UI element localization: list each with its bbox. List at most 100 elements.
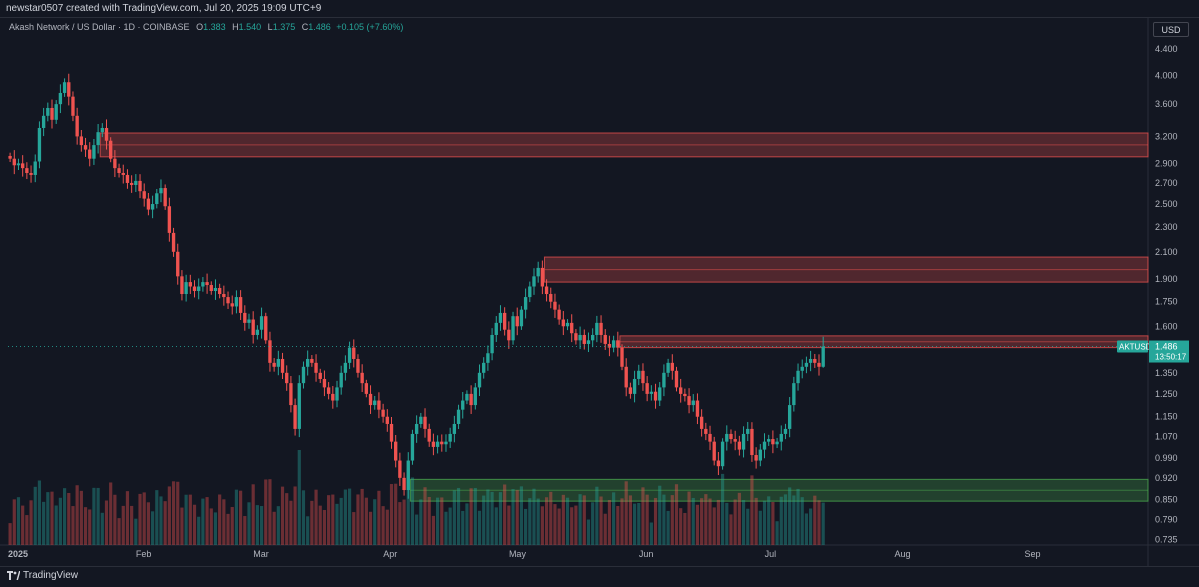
- candle-body[interactable]: [150, 204, 155, 210]
- candle-body[interactable]: [92, 145, 96, 159]
- candle-body[interactable]: [435, 441, 440, 447]
- candle-body[interactable]: [645, 383, 649, 394]
- candle-body[interactable]: [704, 428, 708, 434]
- candle-body[interactable]: [796, 370, 800, 384]
- candle-body[interactable]: [247, 319, 251, 323]
- candle-body[interactable]: [498, 312, 503, 323]
- candle-body[interactable]: [616, 340, 620, 348]
- candle-body[interactable]: [377, 400, 381, 410]
- candle-body[interactable]: [813, 358, 817, 363]
- candle-body[interactable]: [402, 477, 406, 491]
- candle-body[interactable]: [25, 168, 29, 173]
- candle-body[interactable]: [792, 383, 796, 406]
- candle-body[interactable]: [515, 316, 519, 327]
- candle-body[interactable]: [251, 319, 255, 335]
- candle-body[interactable]: [494, 322, 498, 335]
- candle-body[interactable]: [427, 428, 431, 442]
- candle-body[interactable]: [448, 433, 452, 442]
- candle-body[interactable]: [217, 287, 222, 295]
- candle-body[interactable]: [565, 322, 570, 327]
- candle-body[interactable]: [125, 174, 130, 183]
- candle-body[interactable]: [574, 333, 578, 341]
- candle-body[interactable]: [8, 155, 12, 159]
- candle-body[interactable]: [104, 127, 109, 141]
- candle-body[interactable]: [226, 297, 230, 304]
- candle-body[interactable]: [335, 387, 339, 401]
- candle-body[interactable]: [490, 334, 494, 354]
- candle-body[interactable]: [628, 387, 633, 394]
- candle-body[interactable]: [280, 358, 285, 373]
- candle-body[interactable]: [653, 391, 658, 401]
- candle-body[interactable]: [356, 358, 360, 373]
- candle-body[interactable]: [347, 347, 352, 363]
- candle-body[interactable]: [326, 387, 331, 394]
- candle-body[interactable]: [301, 366, 306, 384]
- candle-body[interactable]: [536, 267, 540, 277]
- candle-body[interactable]: [549, 294, 553, 302]
- candle-body[interactable]: [779, 433, 783, 442]
- candle-body[interactable]: [637, 370, 641, 379]
- candle-body[interactable]: [733, 439, 737, 442]
- candle-body[interactable]: [16, 163, 21, 166]
- candle-body[interactable]: [121, 172, 125, 175]
- candle-body[interactable]: [486, 353, 490, 363]
- candle-body[interactable]: [163, 188, 167, 207]
- candle-body[interactable]: [373, 400, 377, 406]
- candle-body[interactable]: [138, 180, 142, 192]
- candle-body[interactable]: [603, 334, 607, 344]
- candle-body[interactable]: [641, 370, 645, 384]
- candle-body[interactable]: [176, 251, 180, 277]
- candle-body[interactable]: [670, 362, 674, 371]
- candle-body[interactable]: [155, 193, 159, 205]
- candle-body[interactable]: [268, 340, 272, 363]
- candle-body[interactable]: [519, 309, 524, 327]
- candle-body[interactable]: [712, 441, 716, 461]
- candle-body[interactable]: [771, 439, 775, 445]
- candle-body[interactable]: [523, 297, 528, 310]
- candle-body[interactable]: [804, 362, 809, 367]
- candle-body[interactable]: [398, 460, 402, 478]
- candle-body[interactable]: [322, 378, 327, 388]
- candle-body[interactable]: [360, 372, 364, 384]
- candle-body[interactable]: [699, 416, 704, 429]
- candle-body[interactable]: [750, 428, 754, 456]
- candle-body[interactable]: [817, 362, 821, 367]
- candle-body[interactable]: [314, 362, 318, 373]
- candle-body[interactable]: [213, 287, 218, 291]
- candle-body[interactable]: [557, 309, 561, 320]
- candle-body[interactable]: [544, 286, 549, 295]
- candle-body[interactable]: [243, 312, 247, 323]
- candle-body[interactable]: [83, 145, 88, 150]
- candle-body[interactable]: [167, 206, 172, 233]
- candle-body[interactable]: [599, 322, 603, 335]
- candle-body[interactable]: [79, 136, 84, 146]
- candle-body[interactable]: [331, 393, 335, 401]
- candle-body[interactable]: [41, 115, 46, 128]
- candle-body[interactable]: [297, 383, 301, 429]
- candle-body[interactable]: [272, 362, 276, 367]
- candle-body[interactable]: [67, 82, 71, 97]
- candle-body[interactable]: [708, 433, 712, 442]
- candle-body[interactable]: [716, 460, 721, 467]
- candle-body[interactable]: [729, 433, 733, 440]
- candle-body[interactable]: [607, 343, 612, 348]
- candle-body[interactable]: [586, 340, 591, 344]
- candle-body[interactable]: [632, 378, 637, 394]
- candle-body[interactable]: [234, 297, 239, 307]
- candle-body[interactable]: [595, 322, 599, 335]
- candle-body[interactable]: [695, 400, 700, 417]
- candle-body[interactable]: [29, 172, 33, 175]
- candle-body[interactable]: [754, 455, 758, 461]
- candle-body[interactable]: [461, 400, 465, 410]
- candle-body[interactable]: [674, 370, 679, 388]
- candle-body[interactable]: [33, 161, 37, 175]
- candle-body[interactable]: [423, 416, 427, 429]
- candle-body[interactable]: [285, 372, 289, 384]
- candle-body[interactable]: [230, 303, 234, 307]
- candle-body[interactable]: [620, 347, 624, 367]
- candle-body[interactable]: [762, 441, 767, 450]
- candle-body[interactable]: [787, 405, 792, 429]
- candle-body[interactable]: [414, 423, 419, 434]
- candle-body[interactable]: [578, 334, 582, 341]
